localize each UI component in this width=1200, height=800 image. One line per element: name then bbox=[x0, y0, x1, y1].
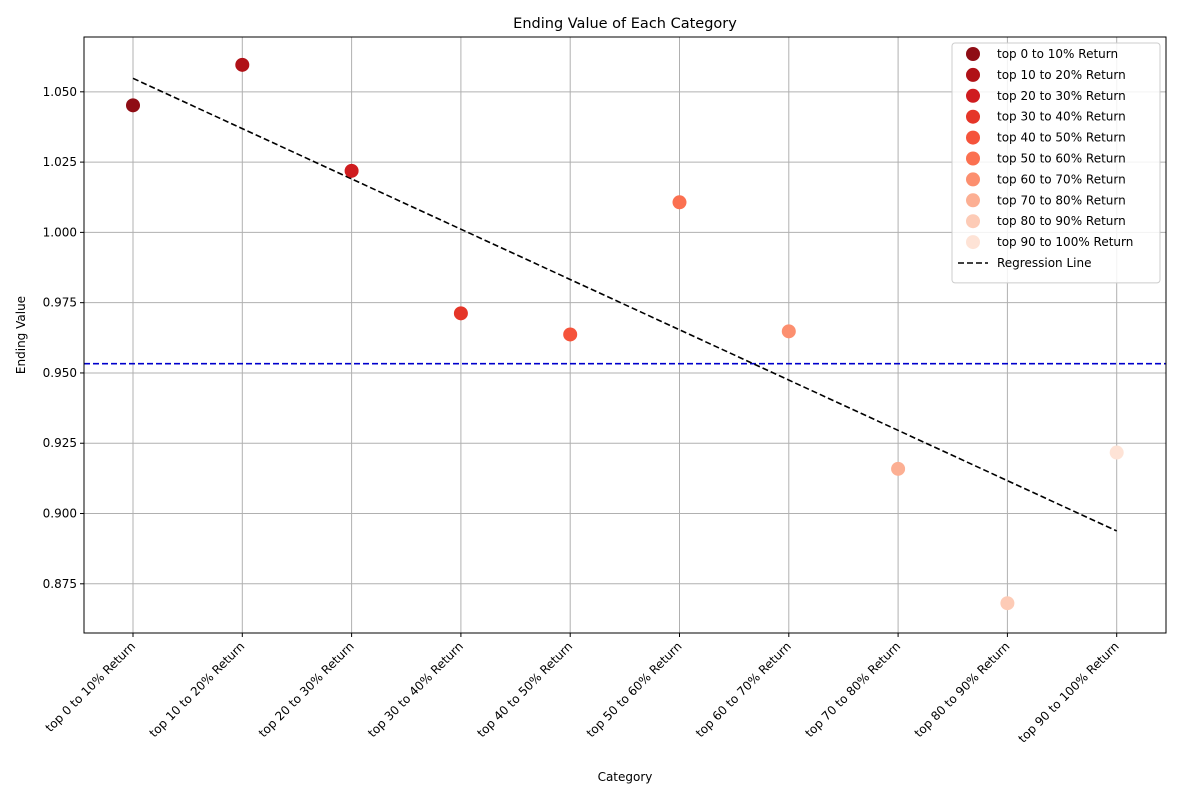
legend-label: top 50 to 60% Return bbox=[997, 152, 1126, 166]
legend-marker bbox=[966, 214, 980, 229]
legend-label: top 0 to 10% Return bbox=[997, 47, 1118, 61]
data-points-layer bbox=[126, 57, 1124, 611]
legend-marker bbox=[966, 193, 980, 208]
y-axis-title: Ending Value bbox=[14, 296, 28, 374]
legend: top 0 to 10% Return top 10 to 20% Return t… bbox=[951, 42, 1161, 284]
x-tick-label: top 60 to 70% Return bbox=[693, 639, 794, 740]
legend-label: Regression Line bbox=[997, 256, 1091, 270]
x-axis-title: Category bbox=[598, 770, 653, 784]
chart-title: Ending Value of Each Category bbox=[513, 16, 737, 32]
data-point bbox=[344, 163, 359, 178]
x-tick-label: top 40 to 50% Return bbox=[474, 639, 575, 740]
y-tick-label: 0.950 bbox=[43, 366, 77, 380]
x-tick-label: top 20 to 30% Return bbox=[256, 639, 357, 740]
x-axis-ticks: top 0 to 10% Return top 10 to 20% Return t… bbox=[43, 633, 1122, 746]
data-point bbox=[1000, 596, 1015, 611]
y-tick-label: 1.050 bbox=[43, 85, 77, 99]
regression-line-layer bbox=[132, 77, 1118, 532]
y-axis-ticks: 0.875 0.900 0.925 0.950 0.975 1.000 1.025 1.050 bbox=[43, 85, 84, 591]
legend-box bbox=[951, 42, 1161, 284]
legend-marker bbox=[966, 88, 980, 103]
data-point bbox=[672, 195, 687, 210]
y-tick-label: 0.875 bbox=[43, 577, 77, 591]
y-tick-label: 0.925 bbox=[43, 436, 77, 450]
x-tick-label: top 80 to 90% Return bbox=[912, 639, 1013, 740]
y-tick-label: 0.975 bbox=[43, 296, 77, 310]
x-tick-label: top 90 to 100% Return bbox=[1015, 639, 1121, 745]
legend-label: top 60 to 70% Return bbox=[997, 172, 1126, 186]
data-point bbox=[126, 98, 140, 113]
legend-label: top 70 to 80% Return bbox=[997, 193, 1126, 207]
plot-frame bbox=[83, 36, 1167, 634]
legend-marker bbox=[966, 235, 980, 250]
y-tick-label: 1.000 bbox=[43, 225, 77, 239]
legend-marker bbox=[966, 47, 980, 61]
regression-line bbox=[132, 77, 1118, 532]
data-point bbox=[891, 461, 906, 476]
x-tick-label: top 70 to 80% Return bbox=[802, 639, 903, 740]
data-point bbox=[781, 324, 796, 339]
legend-marker bbox=[966, 109, 980, 124]
y-tick-label: 0.900 bbox=[43, 507, 77, 521]
x-tick-label: top 50 to 60% Return bbox=[584, 639, 685, 740]
data-point bbox=[563, 327, 578, 342]
legend-marker bbox=[966, 130, 980, 145]
legend-marker bbox=[966, 172, 980, 187]
legend-label: top 40 to 50% Return bbox=[997, 131, 1126, 145]
data-point bbox=[1109, 445, 1124, 460]
legend-label: top 80 to 90% Return bbox=[997, 214, 1126, 228]
legend-marker bbox=[966, 151, 980, 166]
data-point bbox=[235, 57, 250, 72]
legend-marker bbox=[966, 67, 980, 82]
x-tick-label: top 0 to 10% Return bbox=[43, 639, 139, 735]
data-point bbox=[453, 306, 468, 321]
x-tick-label: top 10 to 20% Return bbox=[146, 639, 247, 740]
legend-label: top 90 to 100% Return bbox=[997, 235, 1133, 249]
legend-label: top 30 to 40% Return bbox=[997, 110, 1126, 124]
legend-label: top 10 to 20% Return bbox=[997, 68, 1126, 82]
y-tick-label: 1.025 bbox=[43, 155, 77, 169]
x-tick-label: top 30 to 40% Return bbox=[365, 639, 466, 740]
legend-label: top 20 to 30% Return bbox=[997, 89, 1126, 103]
